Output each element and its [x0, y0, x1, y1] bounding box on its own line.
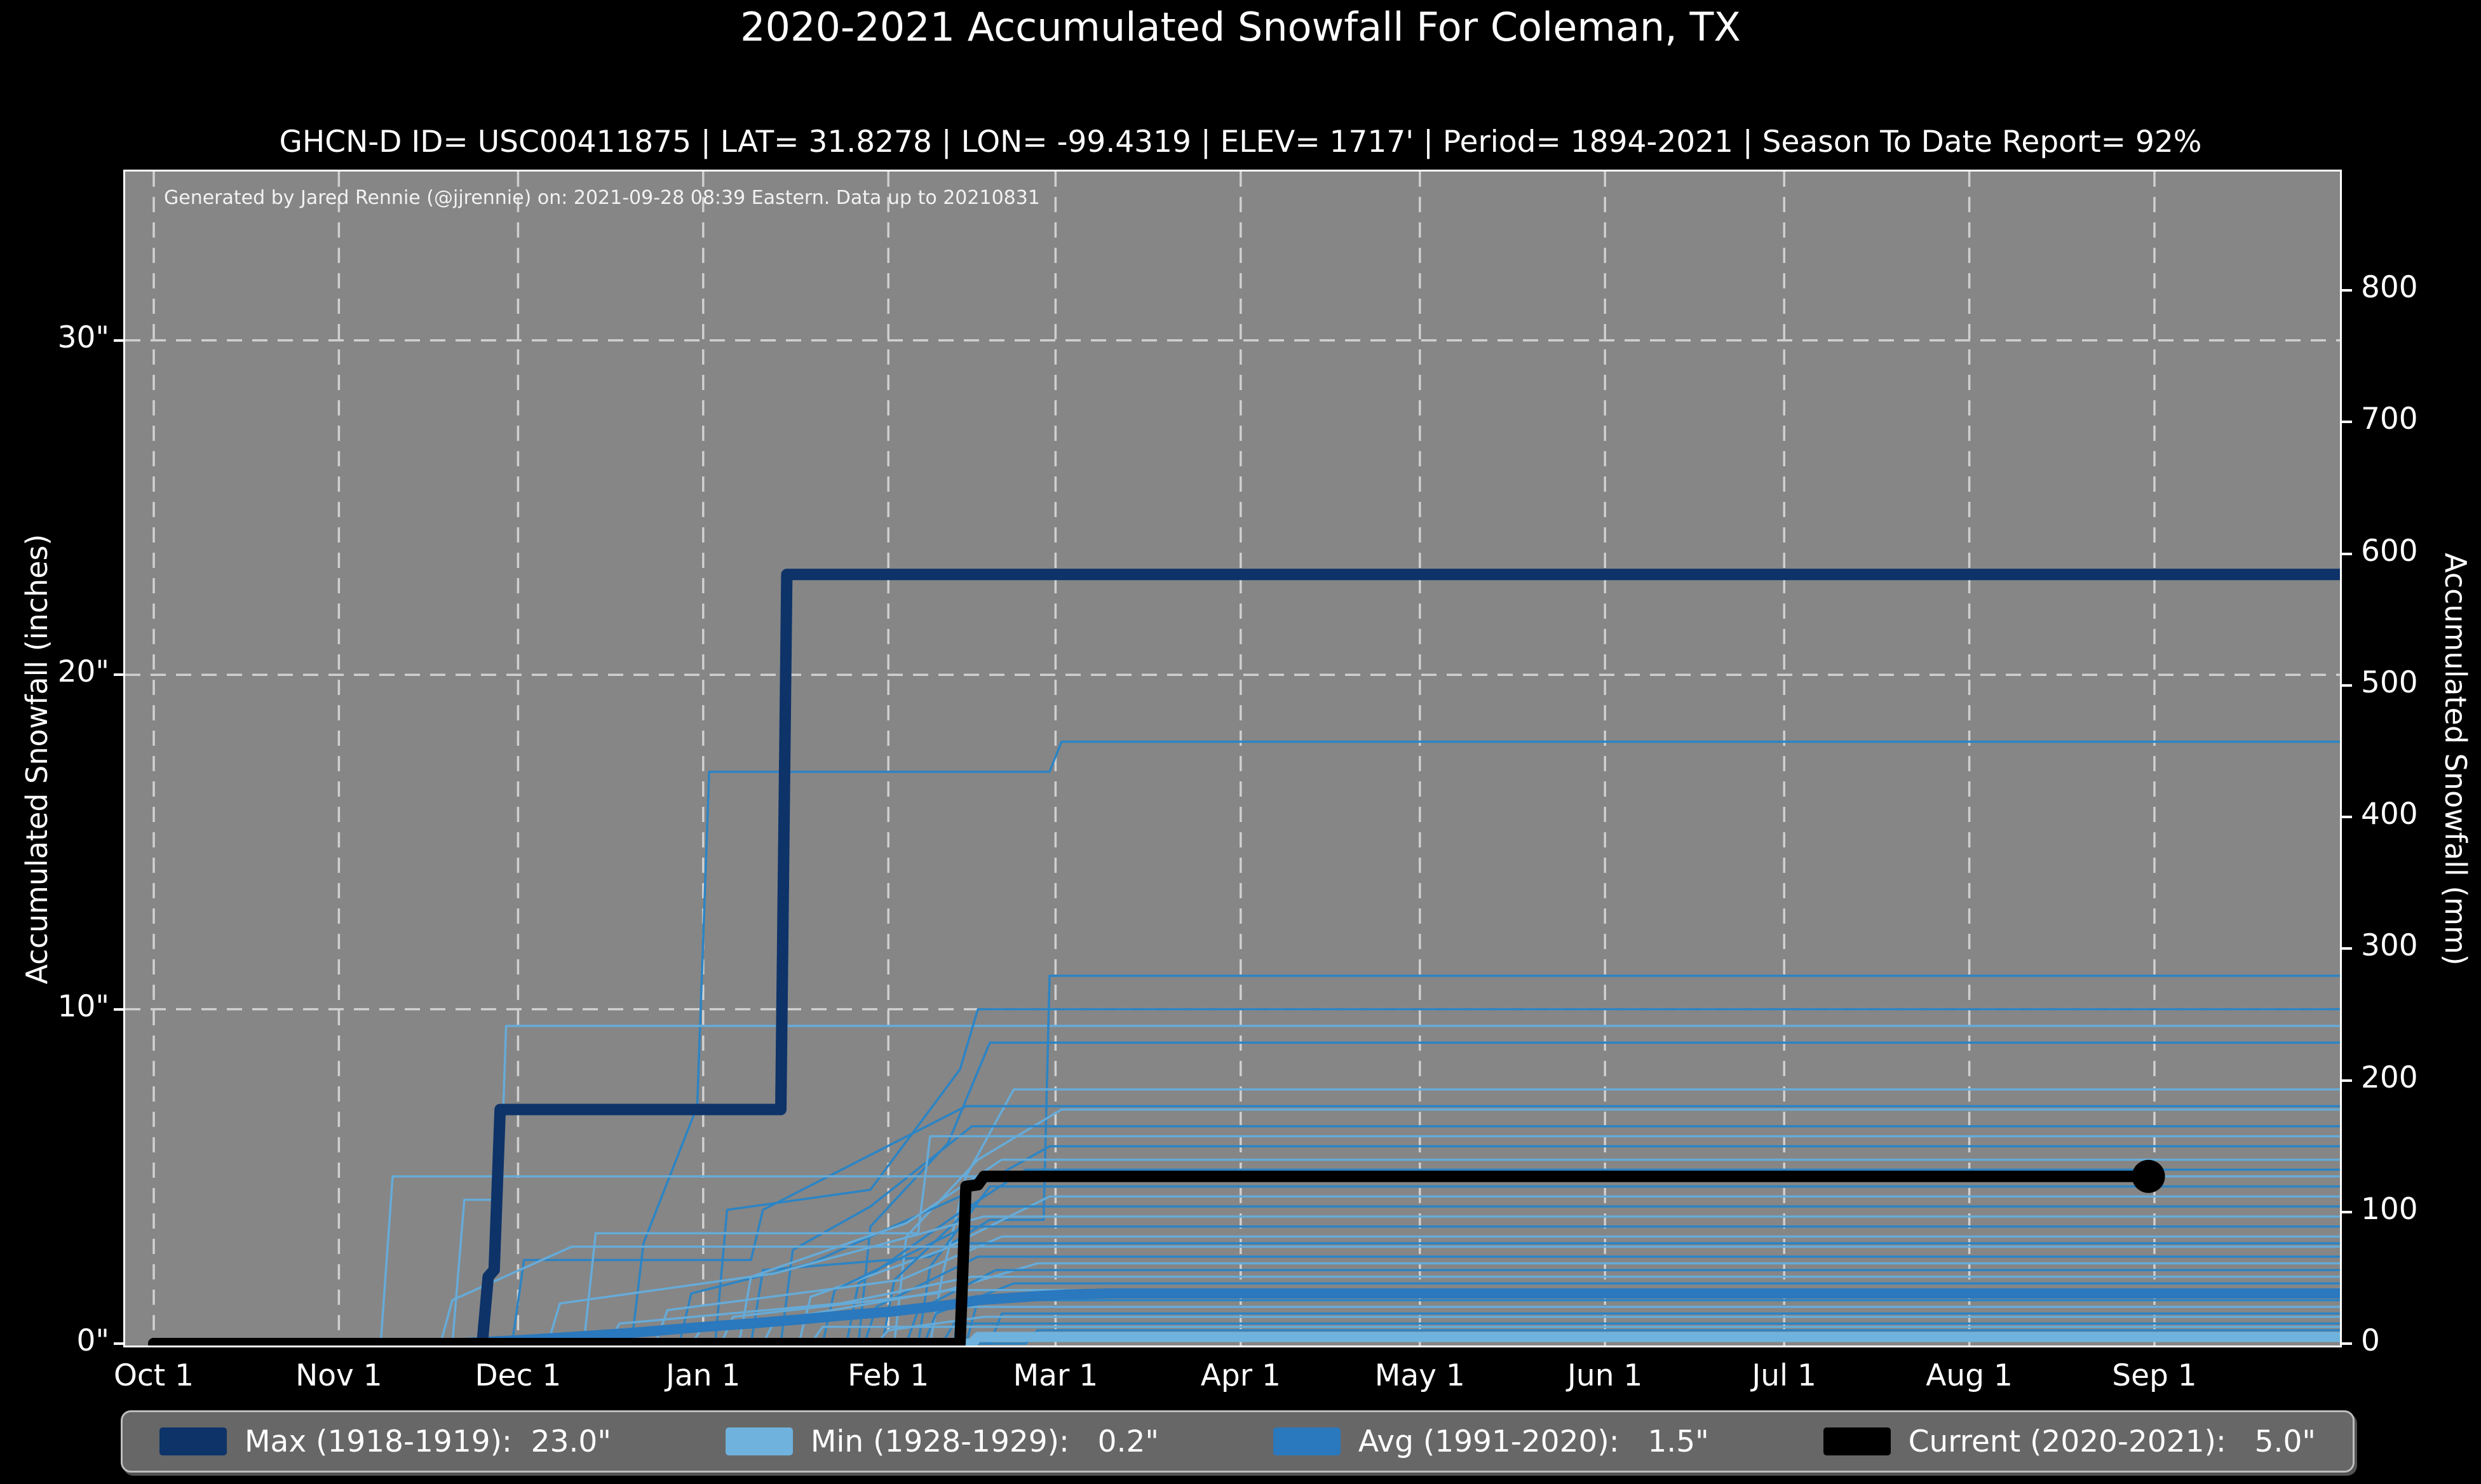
- x-tick-aug1: Aug 1: [1926, 1358, 2013, 1393]
- x-tick-oct1: Oct 1: [113, 1358, 194, 1393]
- y-tick-mm-300: 300: [2361, 928, 2418, 964]
- y-tick-mm-400: 400: [2361, 797, 2418, 832]
- legend-label-current: Current (2020-2021): 5.0": [1908, 1424, 2316, 1459]
- legend-item-max: Max (1918-1919): 23.0": [159, 1424, 611, 1459]
- legend-item-current: Current (2020-2021): 5.0": [1823, 1424, 2316, 1459]
- x-tick-mar1: Mar 1: [1013, 1358, 1099, 1393]
- y-tickmark-mm-200: [2342, 1079, 2352, 1082]
- y-tickmark-mm-0: [2342, 1342, 2352, 1345]
- x-tick-may1: May 1: [1374, 1358, 1465, 1393]
- y-tickmark-inches-30: [114, 339, 124, 342]
- x-tick-dec1: Dec 1: [475, 1358, 562, 1393]
- y-tickmark-mm-300: [2342, 947, 2352, 950]
- x-tick-feb1: Feb 1: [848, 1358, 930, 1393]
- y-tick-mm-0: 0: [2361, 1323, 2380, 1358]
- generated-by-annotation: Generated by Jared Rennie (@jjrennie) on…: [164, 187, 1040, 209]
- chart-title: 2020-2021 Accumulated Snowfall For Colem…: [740, 4, 1741, 50]
- y-tickmark-mm-600: [2342, 552, 2352, 555]
- y-tickmark-inches-0: [114, 1342, 124, 1345]
- plot-area: [123, 170, 2342, 1347]
- x-tick-apr1: Apr 1: [1200, 1358, 1281, 1393]
- y-tick-mm-600: 600: [2361, 533, 2418, 569]
- y-tick-inches-10: 10": [57, 988, 109, 1024]
- legend-swatch-min: [725, 1427, 793, 1455]
- legend-swatch-max: [159, 1427, 227, 1455]
- legend-swatch-current: [1823, 1427, 1891, 1455]
- y-tick-inches-0: 0": [76, 1323, 109, 1358]
- legend-swatch-avg: [1273, 1427, 1341, 1455]
- legend-label-min: Min (1928-1929): 0.2": [810, 1424, 1159, 1459]
- y-tickmark-mm-400: [2342, 816, 2352, 819]
- y-tick-mm-200: 200: [2361, 1060, 2418, 1095]
- chart-canvas: [125, 172, 2340, 1346]
- y-tickmark-mm-800: [2342, 289, 2352, 292]
- y-tick-mm-500: 500: [2361, 664, 2418, 700]
- left-axis-title: Accumulated Snowfall (inches): [20, 534, 54, 985]
- y-tickmark-inches-10: [114, 1008, 124, 1011]
- legend-item-avg: Avg (1991-2020): 1.5": [1273, 1424, 1709, 1459]
- y-tick-inches-30: 30": [57, 320, 109, 355]
- y-tick-mm-700: 700: [2361, 401, 2418, 437]
- y-tickmark-inches-20: [114, 673, 124, 677]
- y-tick-inches-20: 20": [57, 654, 109, 690]
- y-tickmark-mm-700: [2342, 421, 2352, 424]
- x-tick-nov1: Nov 1: [295, 1358, 382, 1393]
- legend-label-max: Max (1918-1919): 23.0": [245, 1424, 611, 1459]
- y-tick-mm-800: 800: [2361, 270, 2418, 306]
- y-tickmark-mm-500: [2342, 684, 2352, 687]
- x-tick-jun1: Jun 1: [1567, 1358, 1643, 1393]
- y-tick-mm-100: 100: [2361, 1191, 2418, 1227]
- y-tickmark-mm-100: [2342, 1210, 2352, 1213]
- x-tick-sep1: Sep 1: [2112, 1358, 2197, 1393]
- station-metadata-subtitle: GHCN-D ID= USC00411875 | LAT= 31.8278 | …: [279, 125, 2202, 159]
- chart-legend: Max (1918-1919): 23.0" Min (1928-1929): …: [121, 1410, 2355, 1473]
- legend-label-avg: Avg (1991-2020): 1.5": [1358, 1424, 1709, 1459]
- x-tick-jul1: Jul 1: [1752, 1358, 1816, 1393]
- x-tick-jan1: Jan 1: [666, 1358, 741, 1393]
- legend-item-min: Min (1928-1929): 0.2": [725, 1424, 1159, 1459]
